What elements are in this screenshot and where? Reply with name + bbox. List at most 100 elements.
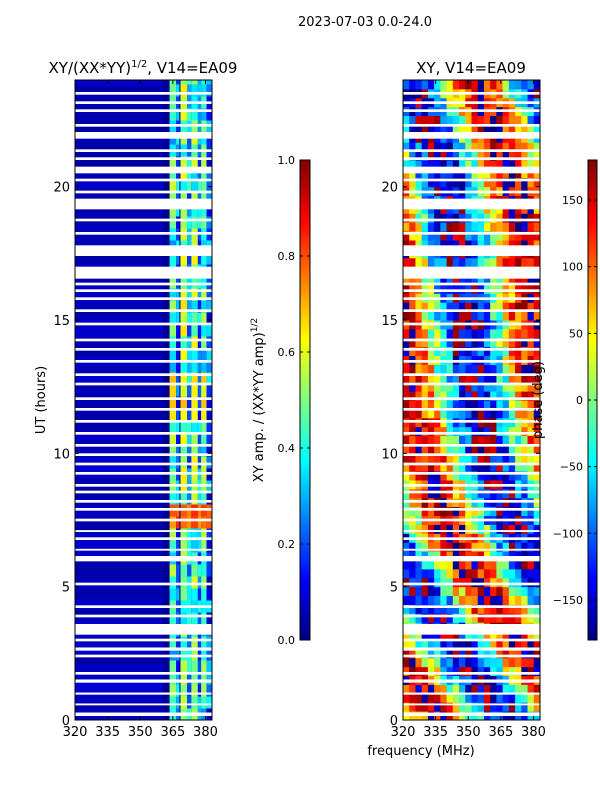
- phase-cell: [508, 373, 516, 383]
- phase-cell: [434, 257, 441, 268]
- amplitude-cell: [169, 516, 177, 529]
- phase-flagged-row: [403, 338, 540, 342]
- amplitude-cell: [176, 432, 180, 445]
- phase-cell: [409, 142, 416, 152]
- amplitude-cell: [197, 312, 202, 325]
- amplitude-cell: [75, 664, 163, 674]
- phase-cell: [471, 435, 479, 445]
- phase-cell: [496, 400, 504, 410]
- phase-cell: [446, 693, 454, 703]
- phase-cell: [508, 551, 516, 561]
- phase-cell: [465, 115, 472, 125]
- phase-cell: [471, 631, 479, 641]
- phase-cell: [440, 80, 448, 90]
- phase-cell: [427, 142, 435, 152]
- phase-cell: [477, 231, 485, 241]
- phase-cell: [421, 488, 429, 499]
- phase-cell: [403, 257, 410, 268]
- amplitude-cell: [191, 336, 198, 349]
- phase-cell: [496, 124, 504, 134]
- phase-cell: [508, 302, 516, 312]
- phase-flagged-row: [403, 190, 540, 194]
- amplitude-cell: [186, 276, 192, 289]
- phase-cell: [533, 240, 540, 250]
- amplitude-cell: [176, 384, 180, 397]
- amplitude-flagged-row: [75, 679, 212, 683]
- amplitude-cell: [197, 516, 202, 529]
- phase-cell: [490, 382, 497, 392]
- phase-cell: [434, 346, 441, 357]
- phase-cell: [409, 640, 416, 650]
- phase-cell: [471, 702, 479, 712]
- phase-flagged-row: [403, 444, 540, 447]
- phase-cell: [515, 400, 522, 410]
- amplitude-cell: [206, 156, 212, 169]
- phase-cell: [508, 488, 516, 499]
- phase-cell: [452, 408, 460, 419]
- amplitude-cell: [186, 432, 192, 445]
- phase-cell: [403, 524, 410, 534]
- amplitude-cell: [75, 160, 163, 170]
- phase-cell: [446, 551, 454, 561]
- amplitude-cell: [206, 456, 212, 469]
- phase-cell: [415, 400, 423, 410]
- phase-cell: [502, 124, 510, 134]
- phase-cell: [434, 382, 441, 392]
- phase-cell: [527, 506, 535, 517]
- phase-cell: [421, 568, 429, 579]
- phase-cell: [521, 693, 529, 703]
- phase-cell: [465, 275, 472, 285]
- phase-cell: [527, 284, 535, 294]
- phase-cell: [490, 80, 497, 90]
- phase-cell: [490, 444, 497, 454]
- phase-cell: [465, 648, 472, 659]
- amplitude-cell: [169, 456, 177, 469]
- phase-cell: [434, 80, 441, 90]
- phase-cell: [533, 364, 540, 374]
- phase-cell: [490, 648, 497, 659]
- phase-cell: [502, 542, 510, 552]
- amplitude-cell: [176, 408, 180, 421]
- phase-cell: [459, 177, 466, 188]
- phase-cell: [502, 364, 510, 374]
- phase-cell: [508, 328, 516, 339]
- phase-cell: [508, 453, 516, 463]
- amplitude-flagged-row: [75, 101, 212, 104]
- phase-cell: [527, 702, 535, 712]
- phase-cell: [477, 560, 485, 570]
- phase-cell: [421, 657, 429, 668]
- amplitude-flagged-row: [75, 453, 212, 456]
- phase-cell: [502, 684, 510, 694]
- phase-cell: [421, 444, 429, 454]
- phase-cell: [515, 373, 522, 383]
- phase-cell: [496, 506, 504, 517]
- phase-cell: [446, 151, 454, 161]
- amplitude-cell: [176, 348, 180, 361]
- phase-cell: [459, 684, 466, 694]
- phase-colorbar-tick-label: −150: [553, 594, 583, 607]
- phase-cell: [421, 666, 429, 677]
- phase-cell: [533, 302, 540, 312]
- phase-cell: [434, 168, 441, 179]
- amplitude-cell: [197, 288, 202, 301]
- phase-cell: [440, 640, 448, 650]
- phase-cell: [409, 542, 416, 552]
- phase-cell: [483, 568, 491, 579]
- amplitude-flagged-row: [75, 508, 212, 511]
- phase-cell: [490, 364, 497, 374]
- phase-cell: [502, 382, 510, 392]
- phase-cell: [515, 80, 522, 90]
- amplitude-flagged-row: [75, 605, 212, 608]
- amplitude-cell: [176, 684, 180, 697]
- phase-y-tick-label: 15: [381, 314, 398, 329]
- phase-cell: [471, 151, 479, 161]
- phase-cell: [496, 462, 504, 472]
- amplitude-cell: [197, 276, 202, 289]
- phase-cell: [515, 115, 522, 125]
- phase-cell: [496, 613, 504, 623]
- phase-flagged-rows: [403, 92, 540, 716]
- phase-cell: [421, 240, 429, 250]
- phase-cell: [502, 435, 510, 445]
- phase-cell: [434, 604, 441, 614]
- phase-cell: [427, 408, 435, 419]
